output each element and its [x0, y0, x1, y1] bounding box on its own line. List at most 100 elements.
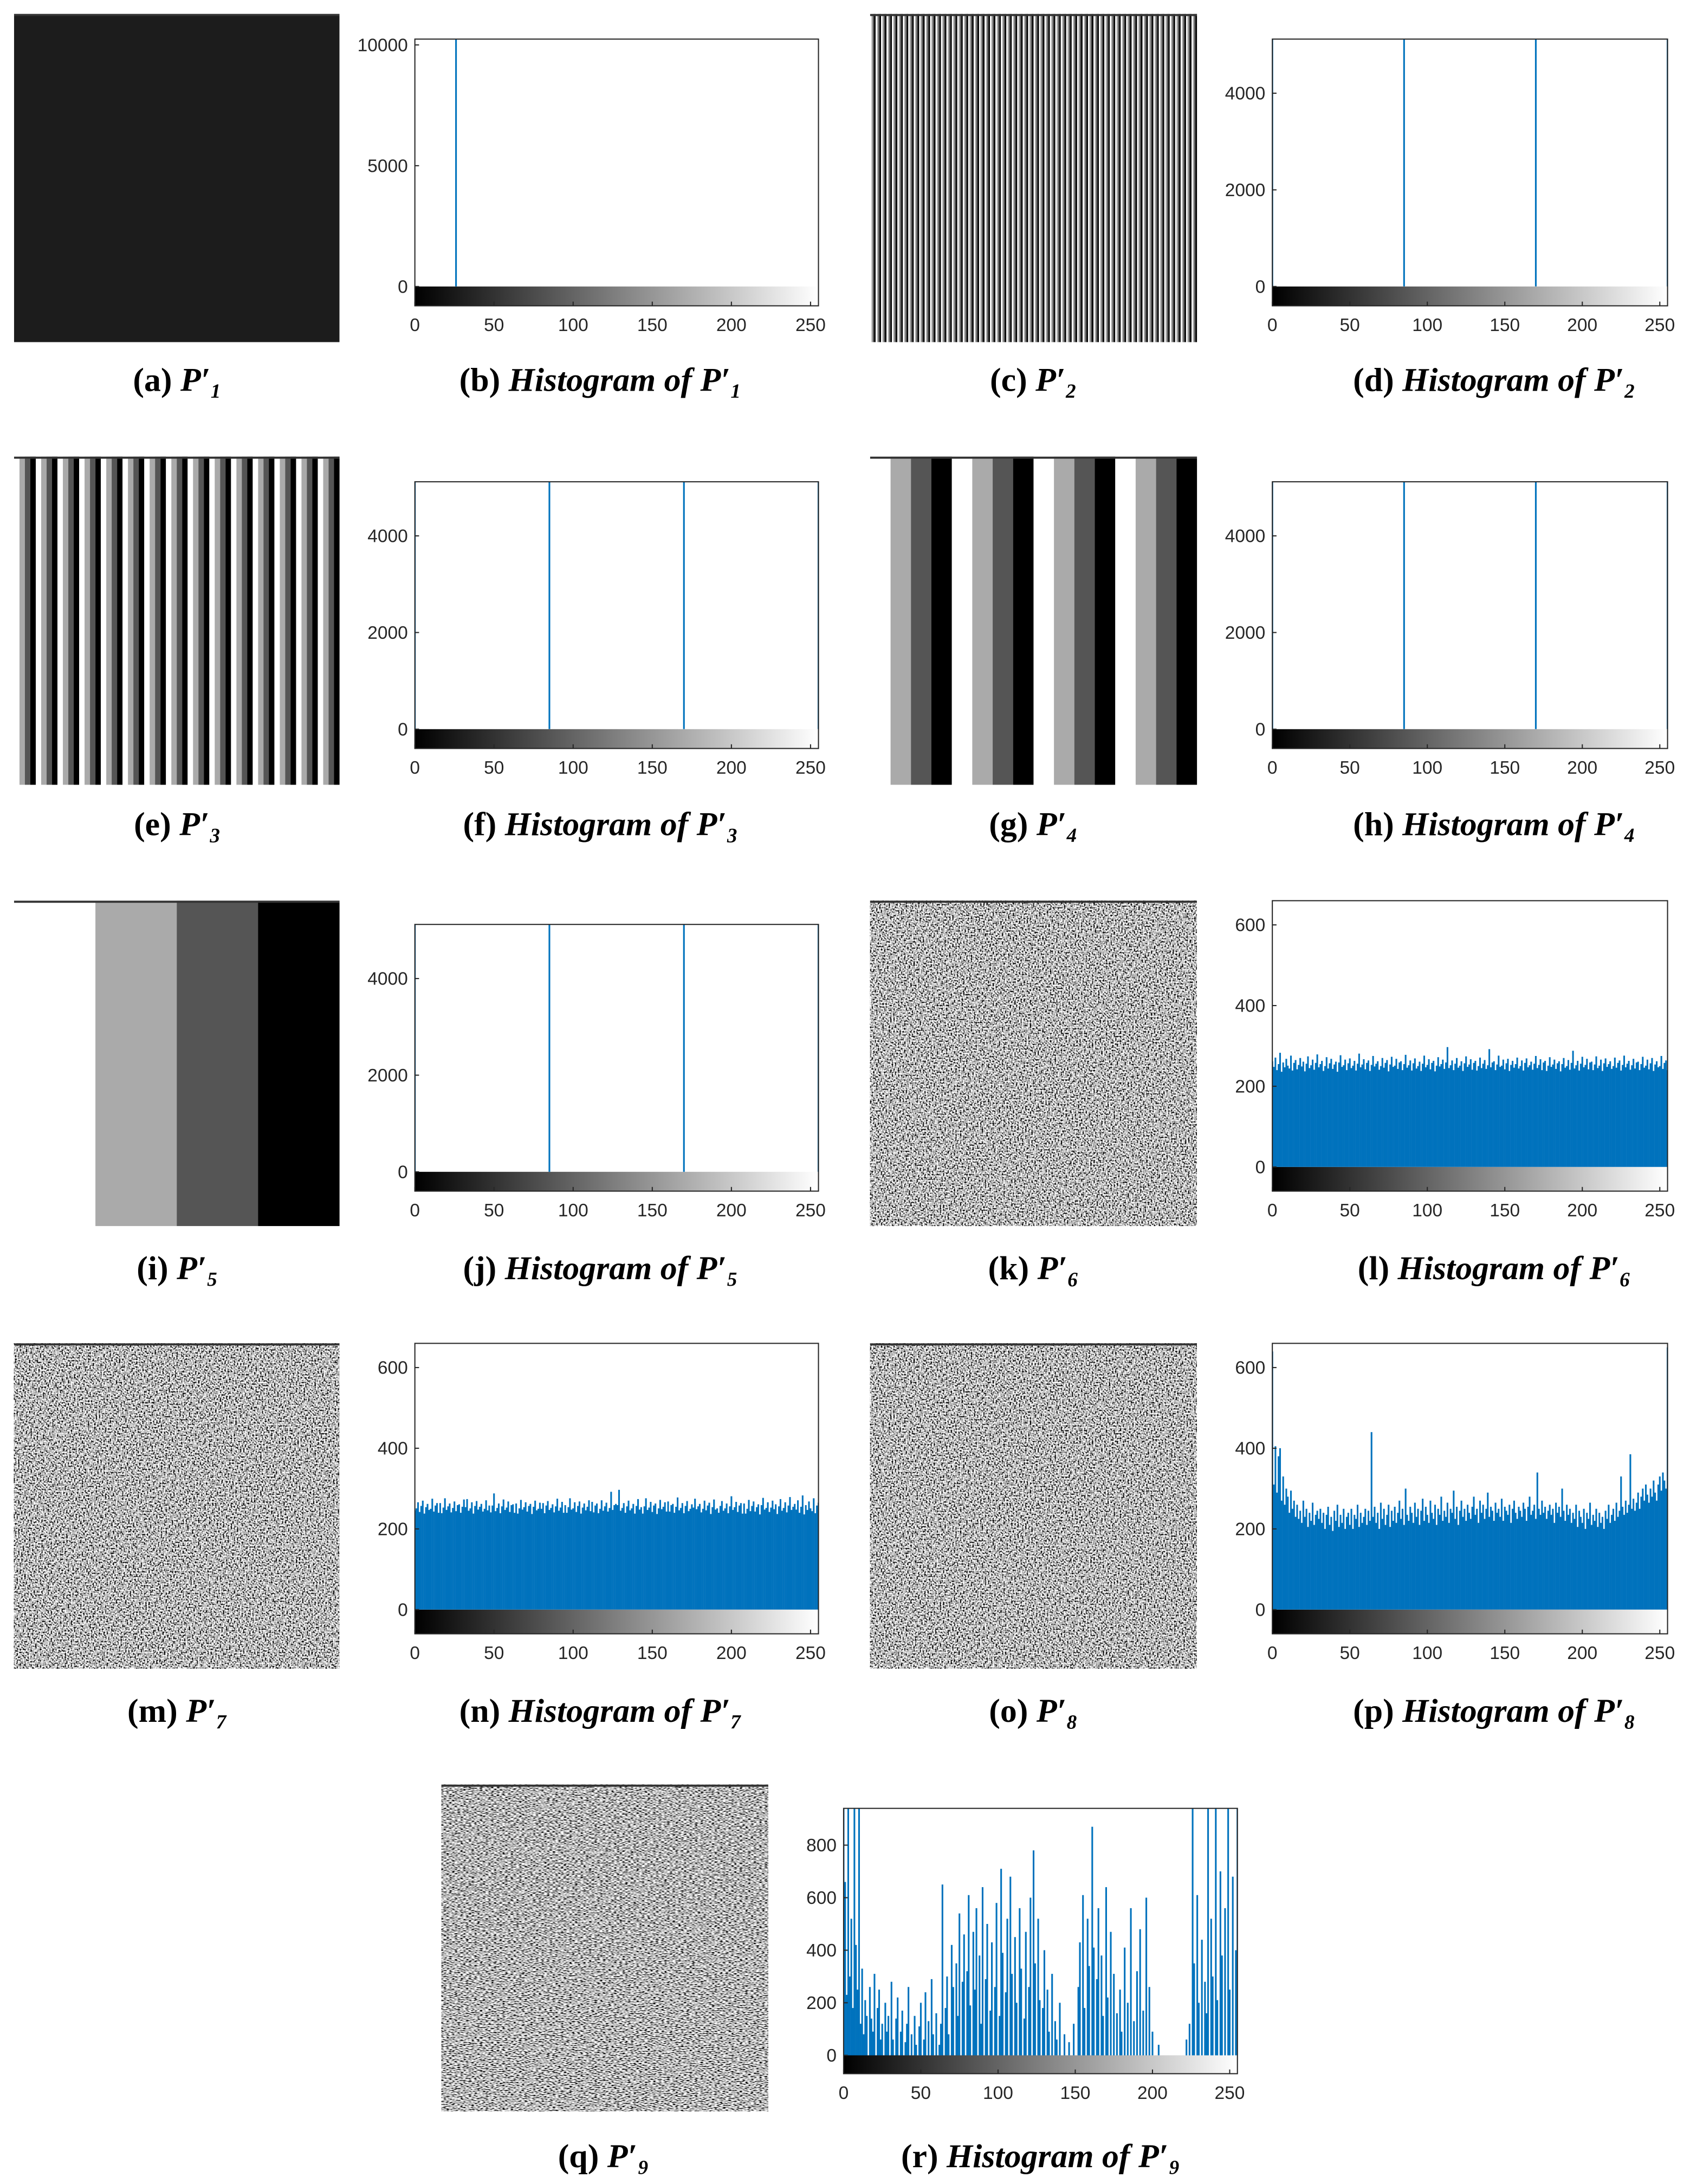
stripe [983, 14, 985, 342]
stripe [90, 456, 96, 785]
axes-box [414, 38, 819, 307]
x-tick-label: 200 [716, 758, 747, 778]
stripe [1153, 14, 1155, 342]
stripe [871, 14, 873, 342]
stripe [984, 14, 986, 342]
stripe [954, 14, 956, 342]
stripe [1033, 456, 1054, 785]
stripe [993, 456, 1013, 785]
stripe [999, 14, 1001, 342]
stripe [1086, 14, 1089, 342]
x-tick-label: 250 [1644, 315, 1675, 335]
x-tick-label: 0 [410, 1201, 420, 1221]
stripe [901, 14, 903, 342]
stripe [1062, 14, 1064, 342]
stripe [1031, 14, 1033, 342]
stripe [101, 456, 107, 785]
stripe [1005, 14, 1007, 342]
stripe [1013, 14, 1015, 342]
y-tick-label: 4000 [1225, 527, 1266, 547]
stripe [943, 14, 946, 342]
stripe [1018, 14, 1020, 342]
stripe [247, 456, 253, 785]
caption: (l) Histogram of P′₆ [1358, 1250, 1631, 1287]
y-tick-label: 0 [398, 1600, 408, 1620]
stripe [307, 456, 313, 785]
x-tick-label: 50 [911, 2083, 931, 2103]
caption-text: P′₂ [1035, 362, 1077, 399]
x-tick-label: 100 [983, 2083, 1013, 2103]
stripe [928, 14, 930, 342]
stripe [1071, 14, 1073, 342]
stripe [919, 14, 921, 342]
stripe [1037, 14, 1039, 342]
x-tick-label: 100 [1412, 315, 1442, 335]
image-panel [14, 456, 340, 785]
image [14, 1343, 340, 1669]
stripe [953, 14, 955, 342]
x-tick-label: 250 [795, 1643, 826, 1663]
stripe [893, 14, 895, 342]
stripe [877, 14, 879, 342]
stripe [1089, 14, 1091, 342]
stripe [923, 14, 925, 342]
stripe [63, 456, 69, 785]
stripe [1060, 14, 1063, 342]
x-tick-label: 150 [1060, 2083, 1091, 2103]
caption-label: (n) [459, 1693, 501, 1729]
x-tick-label: 150 [637, 1201, 668, 1221]
stripe [14, 456, 20, 785]
y-tick-label: 4000 [1225, 84, 1266, 104]
caption-text: P′₆ [1037, 1250, 1079, 1287]
stripe [890, 14, 892, 342]
x-tick-label: 0 [1267, 758, 1278, 778]
stripe [133, 456, 139, 785]
axes-box [414, 481, 819, 749]
stripe [922, 14, 924, 342]
caption-label: (k) [988, 1250, 1029, 1287]
image-top-edge [870, 14, 1197, 16]
y-tick-label: 2000 [367, 623, 408, 643]
stripe [204, 456, 210, 785]
y-tick-label: 600 [1235, 1358, 1265, 1378]
x-tick-label: 150 [637, 758, 668, 778]
stripe [1010, 14, 1012, 342]
stripe [1105, 14, 1108, 342]
x-tick-label: 50 [484, 315, 504, 335]
stripe [290, 456, 296, 785]
stripe [1111, 14, 1113, 342]
caption-text: P′₅ [176, 1250, 218, 1287]
stripe [1155, 14, 1156, 342]
stripe [968, 14, 970, 342]
stripe [1021, 14, 1023, 342]
stripe [1017, 14, 1019, 342]
stripe [1003, 14, 1005, 342]
stripe [1001, 14, 1002, 342]
caption: (k) P′₆ [988, 1250, 1079, 1287]
x-tick-label: 50 [484, 758, 504, 778]
caption: (d) Histogram of P′₂ [1353, 362, 1636, 399]
axes-box [414, 1343, 819, 1635]
stripe [1150, 14, 1152, 342]
caption: (j) Histogram of P′₅ [463, 1250, 739, 1287]
axes-box [843, 1807, 1238, 2075]
stripe [1104, 14, 1106, 342]
stripe [1084, 14, 1086, 342]
stripe [905, 14, 907, 342]
caption: (p) Histogram of P′₈ [1353, 1693, 1636, 1729]
stripe [945, 14, 947, 342]
stripe [41, 456, 47, 785]
x-tick-label: 100 [1412, 1201, 1442, 1221]
caption: (e) P′₃ [134, 806, 221, 843]
caption-label: (j) [463, 1250, 497, 1287]
stripe [209, 456, 215, 785]
stripe [1131, 14, 1134, 342]
stripe [1085, 14, 1087, 342]
stripe [1118, 14, 1119, 342]
stripe [160, 456, 166, 785]
stripe [937, 14, 938, 342]
caption-text: P′₇ [185, 1693, 228, 1729]
x-tick-label: 150 [1490, 758, 1520, 778]
x-tick-label: 0 [1267, 1201, 1278, 1221]
